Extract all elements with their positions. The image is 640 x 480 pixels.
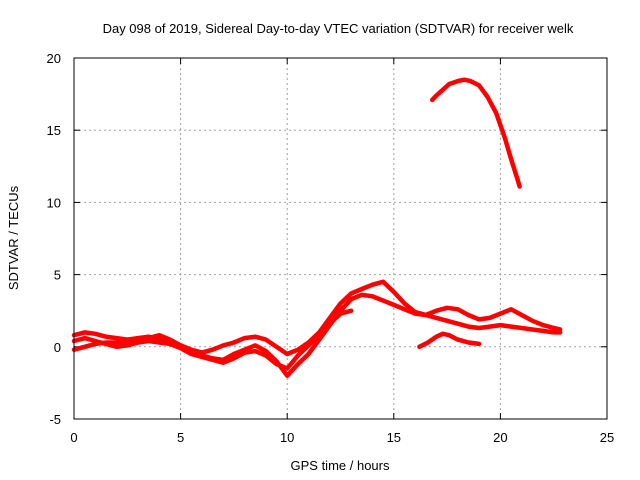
chart-title: Day 098 of 2019, Sidereal Day-to-day VTE… [103,21,574,36]
y-tick-label: 20 [47,51,61,66]
tick-labels: 0 5 10 15 20 25 -5 0 5 10 15 20 [47,51,615,445]
y-tick-label: -5 [49,412,61,427]
series-line-arc-1 [71,292,563,378]
grid-lines [74,58,607,419]
y-tick-label: 5 [54,268,61,283]
x-tick-label: 5 [177,430,184,445]
x-tick-label: 25 [600,430,614,445]
x-tick-label: 10 [280,430,294,445]
y-tick-label: 15 [47,123,61,138]
y-axis-label: SDTVAR / TECUs [6,185,21,290]
y-tick-label: 0 [54,340,61,355]
plot-frame [73,57,608,420]
axis-ticks [73,57,608,420]
series-line-arc-5 [429,77,522,189]
y-tick-label: 10 [47,195,61,210]
series-line-arc-3 [71,308,354,371]
x-tick-label: 20 [493,430,507,445]
x-axis-label: GPS time / hours [291,458,390,473]
data-series [71,77,563,378]
series-line-arc-4 [417,331,482,350]
x-tick-label: 0 [70,430,77,445]
x-tick-label: 15 [387,430,401,445]
